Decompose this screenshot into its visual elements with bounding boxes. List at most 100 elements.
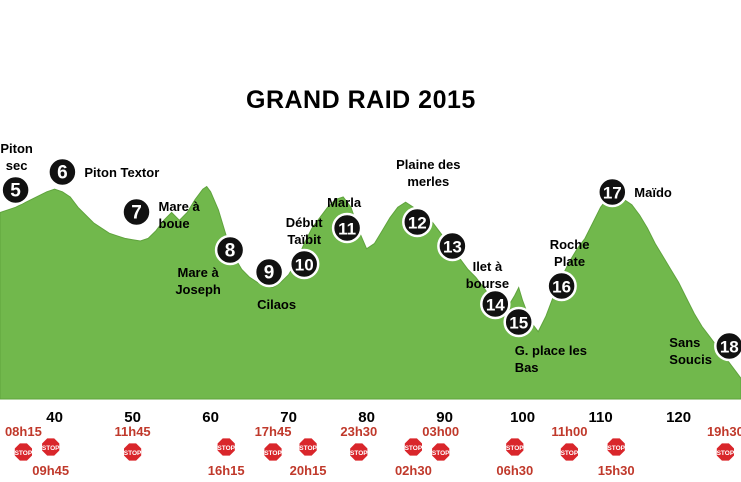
checkpoint-label: Sans Soucis [669, 335, 712, 367]
stop-sign-icon: STOP [403, 437, 424, 457]
checkpoint-number: 13 [443, 238, 462, 257]
checkpoint-circle [597, 176, 628, 208]
checkpoint-label: Plaine des merles [396, 157, 461, 189]
stop-sign-shape [13, 442, 34, 462]
checkpoint-circle [402, 206, 433, 238]
stop-sign-icon: STOP [263, 442, 283, 462]
stop-sign-text: STOP [506, 445, 524, 452]
x-tick-label: 60 [202, 409, 219, 426]
x-tick-label: 100 [510, 409, 535, 426]
x-tick-label: 50 [124, 409, 141, 426]
checkpoint-number: 15 [509, 314, 528, 333]
checkpoint-number: 16 [552, 278, 571, 297]
stop-sign-shape [715, 442, 736, 462]
cutoff-time: 06h30 [496, 463, 533, 478]
stop-sign-shape [40, 437, 61, 457]
stop-sign-text: STOP [717, 450, 735, 457]
checkpoint-marker-16: 16 [546, 270, 577, 302]
stop-sign-icon: STOP [559, 442, 580, 462]
checkpoint-label: Cilaos [257, 297, 297, 312]
checkpoint-label: Roche Plate [549, 237, 590, 269]
stop-sign-shape [216, 437, 236, 457]
checkpoint-circle [480, 288, 511, 320]
stop-sign-icon: STOP [216, 437, 236, 457]
checkpoint-label: Piton Textor [84, 165, 160, 180]
stop-sign-icon: STOP [430, 442, 451, 462]
cutoff-time: 09h45 [32, 463, 69, 478]
x-tick-label: 80 [358, 409, 375, 426]
stop-sign-icon: STOP [349, 442, 369, 462]
checkpoint-number: 7 [131, 203, 142, 224]
checkpoint-circle [714, 330, 741, 362]
cutoff-time: 11h45 [115, 424, 151, 439]
stop-sign-shape [559, 442, 580, 462]
checkpoint-number: 10 [295, 256, 314, 275]
checkpoint-label: Piton sec [0, 141, 33, 173]
checkpoint-label: Début Taïbit [285, 215, 323, 247]
x-tick-label: 120 [666, 409, 691, 426]
checkpoint-marker-9: 9 [253, 256, 285, 288]
stop-sign-shape [263, 442, 283, 462]
checkpoint-circle [214, 234, 246, 266]
checkpoint-number: 11 [338, 220, 356, 239]
stop-sign-icon: STOP [40, 437, 61, 457]
checkpoint-label: Mare à Joseph [175, 265, 221, 297]
stop-sign-text: STOP [15, 450, 33, 457]
cutoff-time: 23h30 [340, 424, 377, 439]
checkpoint-marker-15: 15 [503, 306, 534, 338]
chart-title: GRAND RAID 2015 [246, 86, 476, 114]
checkpoint-number: 5 [10, 181, 21, 202]
stop-sign-text: STOP [42, 445, 60, 452]
cutoff-time: 08h15 [5, 424, 42, 439]
cutoff-time: 15h30 [598, 463, 635, 478]
stop-sign-text: STOP [432, 450, 450, 457]
stop-sign-icon: STOP [298, 437, 318, 457]
stop-sign-text: STOP [607, 445, 625, 452]
stop-sign-icon: STOP [505, 437, 525, 457]
stop-sign-shape [298, 437, 318, 457]
checkpoint-number: 17 [603, 184, 622, 203]
checkpoint-label: G. place les Bas [514, 343, 587, 375]
checkpoint-label: Maïdo [634, 185, 672, 200]
checkpoint-number: 8 [225, 241, 236, 262]
checkpoint-marker-12: 12 [402, 206, 433, 238]
cutoff-time: 17h45 [255, 424, 292, 439]
stop-sign-shape [430, 442, 451, 462]
stop-sign-icon: STOP [606, 437, 627, 457]
stop-sign-text: STOP [350, 450, 368, 457]
cutoff-time: 20h15 [290, 463, 327, 478]
cutoff-time: 11h00 [551, 424, 587, 439]
stop-sign-icon: STOP [715, 442, 736, 462]
cutoff-time: 16h15 [208, 463, 245, 478]
checkpoint-circle [288, 248, 320, 280]
checkpoint-marker-5: 5 [0, 174, 31, 206]
stop-sign-icon: STOP [13, 442, 34, 462]
x-tick-label: 110 [588, 409, 612, 426]
stop-sign-shape [505, 437, 525, 457]
checkpoint-circle [437, 230, 468, 262]
checkpoint-marker-8: 8 [214, 234, 246, 266]
cutoff-time: 19h30 [707, 424, 741, 439]
checkpoint-number: 12 [408, 214, 427, 233]
checkpoint-label: Marla [327, 195, 362, 210]
cutoff-time: 03h00 [422, 424, 459, 439]
checkpoint-marker-17: 17 [597, 176, 628, 208]
stop-sign-text: STOP [405, 445, 423, 452]
checkpoint-number: 18 [720, 338, 739, 357]
checkpoint-label: Ilet à bourse [465, 259, 510, 291]
checkpoint-marker-11: 11 [331, 212, 363, 244]
checkpoint-marker-7: 7 [121, 196, 152, 228]
elevation-area [0, 185, 741, 400]
checkpoint-label: Mare à boue [158, 199, 200, 231]
stop-sign-text: STOP [299, 445, 317, 452]
checkpoint-circle [0, 174, 31, 206]
x-tick-label: 40 [46, 409, 63, 426]
stop-sign-text: STOP [217, 445, 235, 452]
checkpoint-circle [331, 212, 363, 244]
checkpoint-number: 6 [57, 163, 68, 184]
checkpoint-marker-13: 13 [437, 230, 468, 262]
checkpoint-circle [546, 270, 577, 302]
checkpoint-circle [121, 196, 152, 228]
